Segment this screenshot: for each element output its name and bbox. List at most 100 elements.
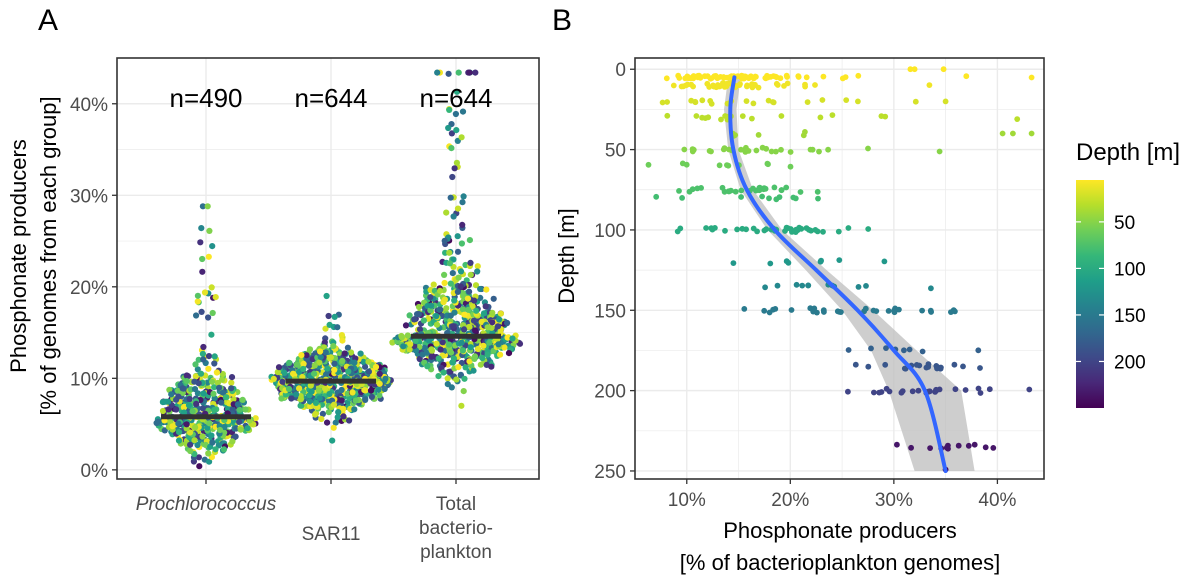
panel-a-point — [338, 332, 345, 339]
panel-b-point — [762, 284, 768, 291]
panel-b-point — [936, 148, 943, 155]
panel-a-point — [194, 292, 201, 299]
panel-a-point — [495, 341, 502, 348]
panel-b-point — [817, 114, 824, 121]
panel-a-point — [312, 411, 319, 418]
panel-a-point — [460, 193, 467, 200]
panel-a-point — [234, 401, 242, 408]
panel-b-point — [768, 148, 775, 155]
panel-a-point — [428, 347, 436, 354]
panel-a-point — [447, 280, 454, 287]
panel-b-point — [681, 146, 688, 153]
panel-a-point — [446, 341, 453, 348]
panel-a-point — [183, 378, 190, 385]
panel-a-category-label: SAR11 — [302, 524, 361, 545]
panel-b-point — [868, 345, 874, 352]
panel-a-point — [361, 387, 368, 394]
legend-tick-label: 50 — [1114, 213, 1135, 234]
panel-a-point — [471, 353, 479, 360]
panel-b-point — [743, 226, 749, 233]
panel-b-point — [927, 445, 933, 451]
panel-b-point — [769, 99, 776, 105]
panel-a-point — [199, 203, 206, 210]
panel-a-point — [483, 286, 490, 293]
panel-b-point — [913, 362, 920, 368]
panel-b-point — [653, 193, 660, 200]
panel-b-point — [726, 188, 732, 195]
panel-a-point — [472, 282, 480, 289]
panel-a-point — [346, 417, 353, 424]
panel-b-point — [741, 306, 748, 312]
panel-a-point — [459, 347, 466, 354]
panel-a-point — [430, 281, 437, 288]
panel-a-point — [242, 406, 249, 413]
panel-a-point — [194, 441, 201, 449]
panel-a-point — [477, 285, 484, 293]
panel-a-point — [349, 389, 356, 396]
panel-a-point — [451, 165, 458, 172]
panel-b-point — [865, 145, 871, 152]
panel-b-point — [815, 195, 821, 202]
panel-a-point — [441, 237, 448, 244]
panel-a-point — [300, 365, 307, 373]
panel-a-point — [339, 337, 346, 344]
panel-a-ytick-label: 10% — [70, 369, 108, 390]
panel-a-point — [445, 70, 452, 77]
panel-b-point — [723, 82, 730, 89]
panel-a-point — [205, 253, 212, 260]
panel-a-point — [228, 379, 235, 386]
panel-b-point — [726, 146, 732, 153]
panel-a-y-ticks: 0% 10% 20% 30% 40% — [70, 95, 117, 482]
panel-b-point — [839, 75, 846, 82]
panel-a-point — [362, 363, 369, 370]
panel-b-point — [663, 75, 670, 82]
panel-b-point — [865, 363, 872, 370]
panel-b-point — [730, 260, 737, 266]
panel-b-point — [676, 188, 682, 194]
panel-a-point — [469, 303, 476, 310]
panel-a-point — [424, 363, 431, 370]
panel-b-point — [752, 73, 759, 80]
panel-a-point — [426, 337, 433, 344]
panel-b-point — [679, 195, 685, 201]
panel-a-point — [434, 69, 441, 76]
panel-a-point — [360, 358, 367, 365]
panel-a-point — [470, 317, 478, 324]
panel-a-point — [221, 423, 228, 431]
panel-a-point — [458, 134, 465, 141]
panel-b-point — [955, 442, 962, 449]
panel-a-point — [441, 296, 448, 303]
panel-a-point — [189, 408, 196, 415]
panel-b-point — [765, 161, 771, 168]
panel-b-point — [951, 361, 958, 368]
panel-b-point — [766, 195, 772, 202]
panel-b-point — [1014, 116, 1021, 122]
panel-b-point — [793, 281, 800, 288]
panel-a-point — [331, 313, 338, 320]
panel-b-point — [753, 147, 760, 154]
panel-a-point — [252, 415, 259, 422]
panel-b-point — [797, 189, 804, 195]
panel-a-point — [466, 237, 473, 244]
panel-b-point — [933, 387, 939, 394]
panel-a-point — [196, 463, 203, 470]
panel-a-point — [230, 396, 237, 403]
panel-b-point — [722, 227, 728, 234]
panel-b-point — [785, 259, 792, 266]
panel-a-point — [457, 283, 464, 290]
panel-a-point — [200, 356, 207, 363]
panel-a-point — [454, 288, 461, 295]
panel-a-point — [331, 360, 338, 367]
panel-a-point — [192, 373, 199, 380]
panel-b-point — [836, 257, 843, 263]
panel-a-point — [461, 326, 468, 333]
panel-a-point — [311, 362, 318, 369]
panel-a-point — [232, 433, 239, 440]
panel-a-point — [194, 366, 201, 373]
panel-b-point — [778, 146, 784, 153]
panel-b-point — [774, 82, 781, 88]
panel-a-point — [440, 369, 447, 376]
panel-a-point — [173, 406, 180, 413]
panel-a-point — [205, 365, 212, 372]
